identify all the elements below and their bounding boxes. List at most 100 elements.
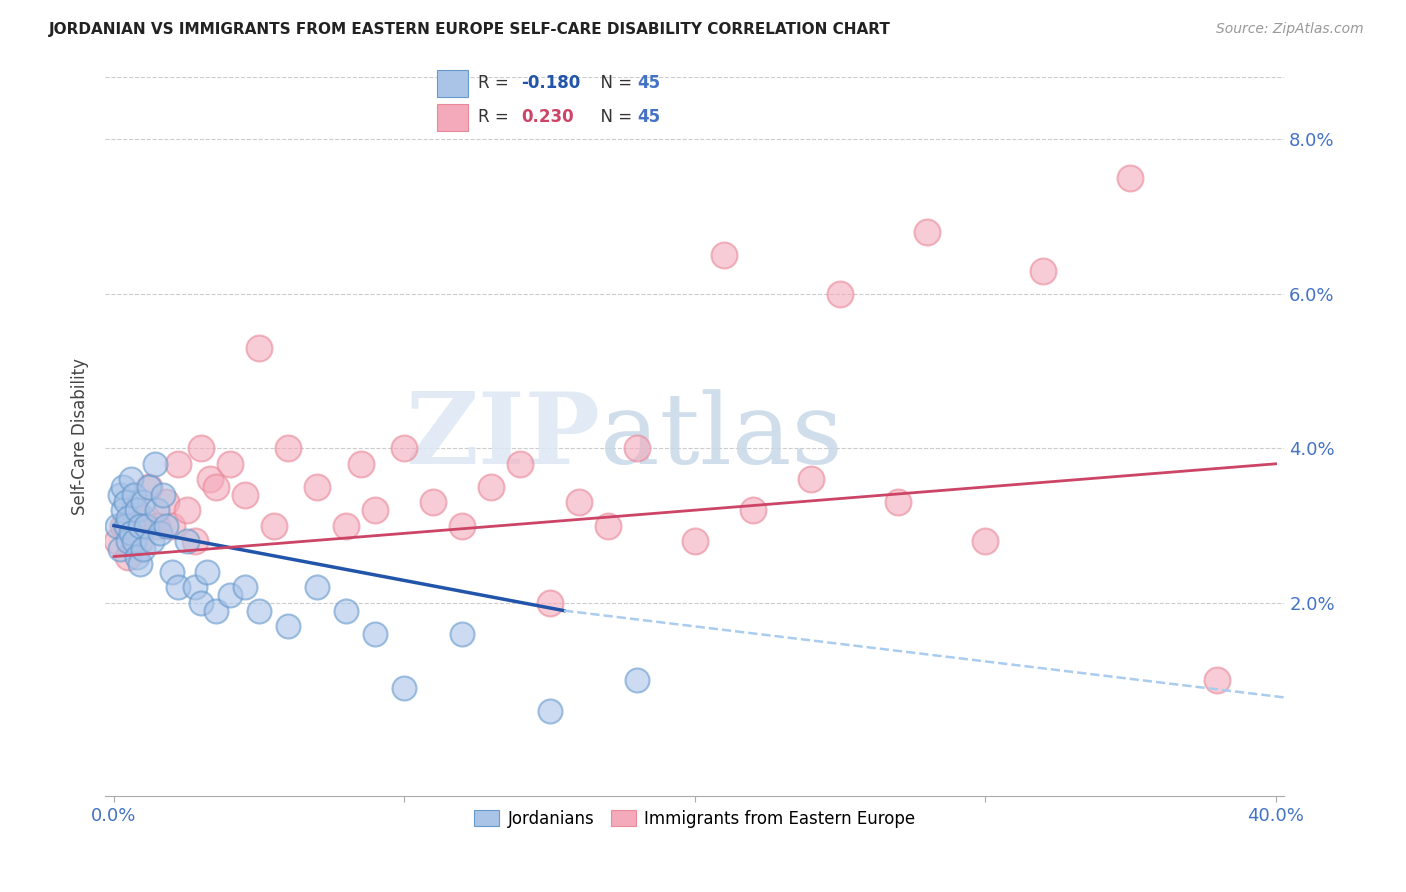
- Point: [146, 518, 169, 533]
- Point: [138, 480, 160, 494]
- Point: [277, 619, 299, 633]
- Point: [176, 534, 198, 549]
- Point: [538, 704, 561, 718]
- Point: [138, 480, 160, 494]
- Point: [538, 596, 561, 610]
- Text: 45: 45: [637, 108, 659, 126]
- Point: [219, 457, 242, 471]
- Point: [117, 511, 139, 525]
- Point: [263, 518, 285, 533]
- Point: [364, 627, 387, 641]
- Bar: [437, 104, 468, 130]
- Point: [132, 495, 155, 509]
- Point: [394, 442, 416, 456]
- Text: JORDANIAN VS IMMIGRANTS FROM EASTERN EUROPE SELF-CARE DISABILITY CORRELATION CHA: JORDANIAN VS IMMIGRANTS FROM EASTERN EUR…: [49, 22, 891, 37]
- Point: [132, 541, 155, 556]
- Point: [166, 457, 188, 471]
- Point: [422, 495, 444, 509]
- Point: [481, 480, 503, 494]
- Point: [915, 225, 938, 239]
- Point: [741, 503, 763, 517]
- Point: [568, 495, 591, 509]
- Point: [111, 503, 134, 517]
- Point: [626, 673, 648, 688]
- Point: [117, 534, 139, 549]
- Point: [713, 248, 735, 262]
- Point: [149, 526, 172, 541]
- Point: [307, 581, 329, 595]
- Point: [117, 549, 139, 564]
- Point: [160, 518, 183, 533]
- Point: [1119, 170, 1142, 185]
- Bar: [437, 70, 468, 96]
- Point: [451, 518, 474, 533]
- Point: [184, 581, 207, 595]
- Point: [1206, 673, 1229, 688]
- Point: [105, 534, 128, 549]
- Text: -0.180: -0.180: [522, 74, 581, 92]
- Point: [204, 604, 226, 618]
- Point: [350, 457, 373, 471]
- Legend: Jordanians, Immigrants from Eastern Europe: Jordanians, Immigrants from Eastern Euro…: [467, 803, 922, 835]
- Point: [152, 488, 174, 502]
- Point: [132, 511, 155, 525]
- Point: [307, 480, 329, 494]
- Point: [129, 558, 152, 572]
- Point: [247, 604, 270, 618]
- Point: [176, 503, 198, 517]
- Point: [129, 534, 152, 549]
- Point: [111, 518, 134, 533]
- Text: N =: N =: [591, 108, 637, 126]
- Point: [974, 534, 997, 549]
- Point: [887, 495, 910, 509]
- Point: [122, 503, 145, 517]
- Point: [233, 488, 256, 502]
- Y-axis label: Self-Care Disability: Self-Care Disability: [72, 359, 89, 516]
- Point: [129, 518, 152, 533]
- Text: R =: R =: [478, 74, 515, 92]
- Point: [204, 480, 226, 494]
- Point: [127, 503, 149, 517]
- Point: [394, 681, 416, 695]
- Point: [198, 472, 221, 486]
- Point: [143, 457, 166, 471]
- Point: [451, 627, 474, 641]
- Text: N =: N =: [591, 74, 637, 92]
- Point: [146, 503, 169, 517]
- Point: [184, 534, 207, 549]
- Point: [122, 488, 145, 502]
- Point: [111, 480, 134, 494]
- Point: [800, 472, 823, 486]
- Point: [114, 495, 136, 509]
- Point: [105, 518, 128, 533]
- Point: [190, 442, 212, 456]
- Point: [135, 518, 157, 533]
- Point: [247, 341, 270, 355]
- Text: 45: 45: [637, 74, 659, 92]
- Point: [683, 534, 706, 549]
- Point: [277, 442, 299, 456]
- Point: [120, 472, 142, 486]
- Point: [219, 588, 242, 602]
- Point: [509, 457, 531, 471]
- Point: [364, 503, 387, 517]
- Text: atlas: atlas: [600, 389, 844, 484]
- Point: [166, 581, 188, 595]
- Point: [122, 534, 145, 549]
- Point: [1032, 263, 1054, 277]
- Text: R =: R =: [478, 108, 519, 126]
- Point: [155, 518, 177, 533]
- Point: [108, 541, 131, 556]
- Point: [127, 549, 149, 564]
- Point: [108, 488, 131, 502]
- Point: [190, 596, 212, 610]
- Point: [626, 442, 648, 456]
- Point: [828, 286, 851, 301]
- Point: [114, 518, 136, 533]
- Text: Source: ZipAtlas.com: Source: ZipAtlas.com: [1216, 22, 1364, 37]
- Text: 0.230: 0.230: [522, 108, 574, 126]
- Point: [596, 518, 619, 533]
- Text: ZIP: ZIP: [405, 388, 600, 485]
- Point: [120, 526, 142, 541]
- Point: [335, 604, 357, 618]
